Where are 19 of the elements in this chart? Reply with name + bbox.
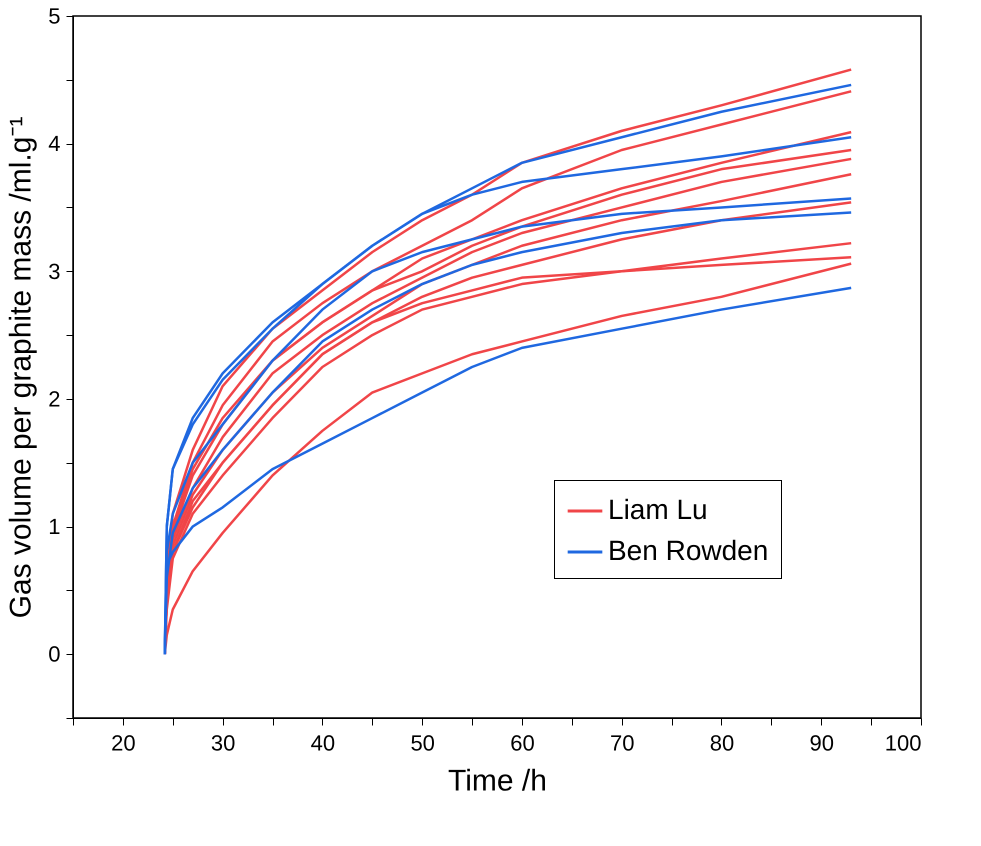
x-axis-title: Time /h (448, 764, 547, 798)
x-tick-label: 60 (510, 730, 535, 756)
x-tick-label: 100 (884, 730, 922, 756)
y-axis-title: Gas volume per graphite mass /ml.g⁻¹ (4, 116, 38, 618)
x-tick-label: 80 (710, 730, 734, 756)
legend-label: Ben Rowden (608, 535, 768, 566)
y-tick-label: 3 (48, 258, 60, 284)
x-tick-label: 70 (610, 730, 634, 756)
legend-label: Liam Lu (608, 494, 708, 525)
x-tick-label: 90 (809, 730, 834, 756)
y-tick-label: 5 (48, 4, 60, 28)
y-tick-label: 1 (48, 514, 60, 540)
y-tick-label: 0 (48, 642, 60, 667)
y-tick-label: 4 (48, 131, 60, 156)
y-tick-label: 2 (48, 386, 60, 412)
x-tick-label: 40 (310, 730, 336, 756)
x-tick-label: 30 (210, 730, 236, 756)
x-tick-label: 20 (111, 730, 136, 756)
x-tick-label: 50 (410, 730, 435, 756)
